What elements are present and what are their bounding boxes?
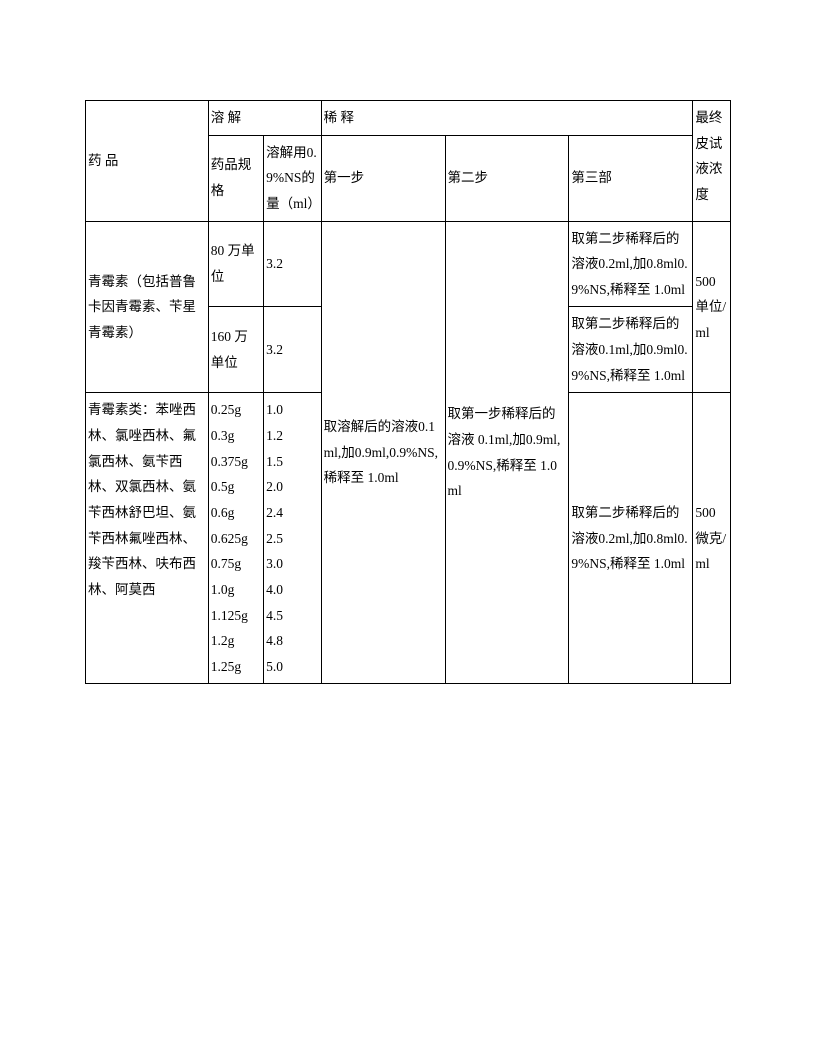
cell-final-penicillin-class: 500微克/ml [693, 393, 731, 684]
header-ns: 溶解用0.9%NS的量（ml） [264, 135, 322, 221]
cell-spec: 80 万单位 [208, 221, 263, 307]
cell-step3: 取第二步稀释后的溶液0.1ml,加0.9ml0.9%NS,稀释至 1.0ml [569, 307, 693, 393]
cell-spec: 160 万单位 [208, 307, 263, 393]
cell-ns-list: 1.01.21.52.02.42.53.04.04.54.85.0 [264, 393, 322, 684]
header-final: 最终皮试液浓度 [693, 101, 731, 222]
header-dilute-group: 稀 释 [321, 101, 693, 136]
cell-spec-list: 0.25g0.3g0.375g0.5g0.6g0.625g0.75g1.0g1.… [208, 393, 263, 684]
table-header-row: 药 品 溶 解 稀 释 最终皮试液浓度 [86, 101, 731, 136]
header-step1: 第一步 [321, 135, 445, 221]
header-drug: 药 品 [86, 101, 209, 222]
cell-final-penicillin: 500单位/ml [693, 221, 731, 393]
header-step3: 第三部 [569, 135, 693, 221]
cell-step2: 取第一步稀释后的溶液 0.1ml,加0.9ml,0.9%NS,稀释至 1.0ml [445, 221, 569, 684]
drug-dilution-table: 药 品 溶 解 稀 释 最终皮试液浓度 药品规格 溶解用0.9%NS的量（ml）… [85, 100, 731, 684]
table-row: 青霉素（包括普鲁卡因青霉素、苄星青霉素） 80 万单位 3.2 取溶解后的溶液0… [86, 221, 731, 307]
cell-ns: 3.2 [264, 307, 322, 393]
cell-ns: 3.2 [264, 221, 322, 307]
cell-step3: 取第二步稀释后的溶液0.2ml,加0.8ml0.9%NS,稀释至 1.0ml [569, 221, 693, 307]
cell-drug-penicillin: 青霉素（包括普鲁卡因青霉素、苄星青霉素） [86, 221, 209, 393]
cell-drug-penicillin-class: 青霉素类：苯唑西林、氯唑西林、氟氯西林、氨苄西林、双氯西林、氨苄西林舒巴坦、氨苄… [86, 393, 209, 684]
cell-step1: 取溶解后的溶液0.1ml,加0.9ml,0.9%NS,稀释至 1.0ml [321, 221, 445, 684]
header-dissolve-group: 溶 解 [208, 101, 321, 136]
header-step2: 第二步 [445, 135, 569, 221]
header-spec: 药品规格 [208, 135, 263, 221]
cell-step3: 取第二步稀释后的溶液0.2ml,加0.8ml0.9%NS,稀释至 1.0ml [569, 393, 693, 684]
